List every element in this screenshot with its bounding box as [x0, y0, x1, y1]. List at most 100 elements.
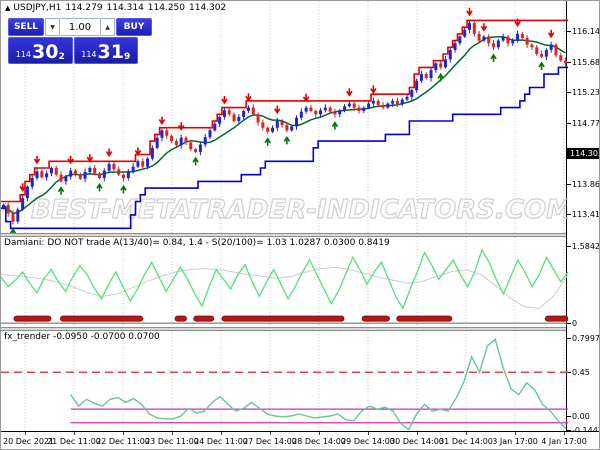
- buy-arrow-icon: [437, 72, 444, 82]
- sell-button[interactable]: SELL: [8, 18, 44, 36]
- sell-arrow-icon: [547, 29, 555, 39]
- candle-up: [160, 130, 164, 138]
- tick-mark: [567, 429, 571, 431]
- candle-up: [83, 171, 87, 179]
- tick-mark: [567, 31, 571, 33]
- time-tick-label: 28 Dec 14:00: [292, 437, 346, 446]
- fx-trender-canvas[interactable]: [1, 331, 568, 431]
- buy-arrow-icon: [283, 135, 291, 145]
- candle-up: [30, 178, 34, 187]
- do-not-trade-block: [361, 315, 390, 322]
- candle-up: [544, 49, 548, 57]
- candle-down: [540, 53, 544, 57]
- time-tick-mark: [319, 432, 320, 435]
- candle-up: [511, 40, 515, 44]
- candle-up: [242, 110, 246, 117]
- do-not-trade-block: [174, 315, 187, 322]
- do-not-trade-block: [193, 315, 215, 322]
- candle-up: [237, 117, 241, 122]
- tick-value: 113.865: [572, 179, 600, 189]
- tick-value: 0: [572, 319, 578, 329]
- candle-up: [1, 204, 5, 209]
- tick-mark: [567, 61, 571, 63]
- collapse-arrow-icon[interactable]: ▲: [5, 4, 11, 12]
- do-not-trade-block: [60, 315, 144, 322]
- do-not-trade-block: [13, 315, 52, 322]
- candle-up: [299, 111, 303, 118]
- fx-tick-label: -0.1441: [567, 426, 599, 435]
- buy-arrow-icon: [192, 156, 199, 166]
- lot-decrease-button[interactable]: ▼: [45, 18, 60, 36]
- buy-price-tile[interactable]: 114 31 9: [73, 37, 138, 64]
- price-tick-label: 115.685: [567, 57, 600, 67]
- symbol-period-label: USDJPY,H1: [13, 3, 62, 13]
- candle-down: [285, 125, 289, 131]
- candle-down: [439, 63, 443, 68]
- candle-down: [564, 60, 568, 64]
- time-axis[interactable]: 20 Dec 2021 21 Dec 11:00 22 Dec 11:00 23 De…: [1, 431, 599, 449]
- candle-up: [64, 176, 68, 182]
- main-chart-panel: BEST-METATRADER-INDICATORS.COM ▲ USDJPY,H…: [1, 1, 568, 233]
- sell-price-prefix: 114: [15, 50, 32, 59]
- candle-up: [222, 110, 226, 117]
- candle-down: [93, 167, 97, 174]
- fx-trender-line: [70, 338, 567, 431]
- candle-up: [246, 107, 250, 111]
- tick-value: 0.7997: [572, 334, 600, 344]
- candle-up: [213, 123, 217, 131]
- candle-up: [391, 100, 395, 104]
- panel-separator[interactable]: [1, 327, 568, 331]
- candle-up: [338, 110, 342, 115]
- candle-down: [506, 36, 510, 44]
- candle-down: [59, 174, 63, 182]
- fx-trender-indicator-panel: fx_trender -0.0950 -0.0700 0.0700: [1, 331, 568, 431]
- time-tick-label: 31 Dec 14:00: [439, 437, 493, 446]
- candle-down: [314, 110, 318, 115]
- tick-value: 115.230: [572, 88, 600, 98]
- do-not-trade-block: [221, 315, 345, 322]
- candle-up: [343, 106, 347, 111]
- tick-value: 113.410: [572, 210, 600, 220]
- time-tick-mark: [417, 432, 418, 435]
- candle-down: [122, 174, 126, 179]
- lot-size-input[interactable]: [61, 18, 99, 36]
- candle-up: [304, 107, 308, 112]
- time-tick-mark: [270, 432, 271, 435]
- candle-up: [516, 33, 520, 41]
- tick-value: 115.685: [572, 57, 600, 67]
- price-axis[interactable]: 116.140 115.685 115.230 114.775 113.865 113.4…: [566, 1, 600, 435]
- buy-arrow-icon: [9, 227, 17, 233]
- sell-price-tile[interactable]: 114 30 2: [8, 37, 73, 64]
- candle-down: [376, 100, 380, 105]
- lot-increase-button[interactable]: ▲: [100, 18, 115, 36]
- current-price-marker: 114.302: [567, 148, 599, 160]
- candle-down: [98, 173, 102, 179]
- sell-arrow-icon: [302, 93, 310, 103]
- candle-down: [141, 161, 145, 167]
- panel-separator[interactable]: [1, 233, 568, 237]
- price-tick-label: 113.865: [567, 179, 600, 189]
- time-tick-label: 21 Dec 11:00: [47, 437, 101, 446]
- time-tick-label: 24 Dec 11:00: [194, 437, 248, 446]
- candle-up: [35, 171, 39, 179]
- main-chart-canvas[interactable]: [1, 1, 568, 233]
- damiani-canvas[interactable]: [1, 237, 568, 327]
- buy-button[interactable]: BUY: [116, 18, 152, 36]
- sell-arrow-icon: [134, 147, 142, 156]
- candle-up: [146, 158, 150, 167]
- sell-arrow-icon: [33, 155, 41, 165]
- tick-value: -0.1441: [572, 426, 599, 435]
- candle-up: [275, 121, 279, 128]
- candle-up: [400, 99, 404, 105]
- sell-arrow-icon: [346, 88, 353, 97]
- candle-down: [184, 137, 188, 143]
- buy-price-main: 31: [97, 41, 124, 63]
- time-tick-label: 20 Dec 2021: [3, 437, 55, 446]
- candle-down: [559, 55, 563, 61]
- tick-value: 116.140: [572, 27, 600, 37]
- sell-arrow-icon: [177, 122, 185, 131]
- candle-down: [381, 104, 385, 108]
- ma-green-line: [2, 36, 566, 215]
- ohlc-low: 114.250: [147, 3, 186, 13]
